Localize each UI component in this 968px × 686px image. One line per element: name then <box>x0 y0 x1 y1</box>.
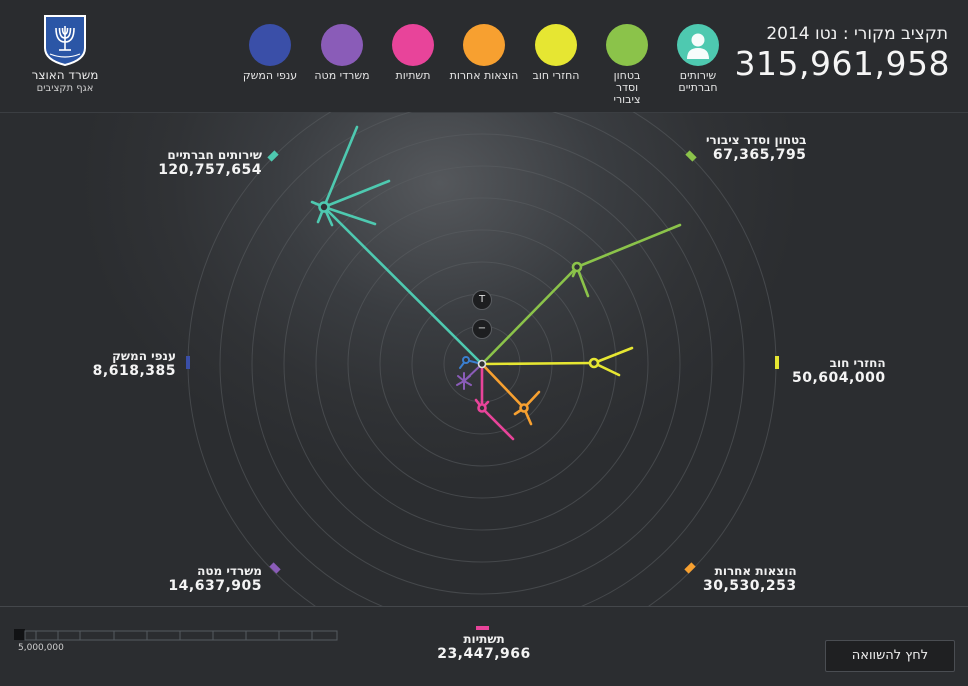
category-value: 30,530,253 <box>703 578 797 594</box>
marker-infra <box>476 626 489 630</box>
marker-debt <box>775 356 779 369</box>
category-name: החזרי חוב <box>829 356 886 370</box>
legend-label: הוצאות אחרות <box>449 69 519 82</box>
legend-item-security[interactable]: בטחון וסדר ציבורי <box>591 24 663 106</box>
branch-security <box>480 223 682 366</box>
ring <box>283 165 681 563</box>
branch-debt <box>480 346 634 377</box>
ring <box>315 197 649 531</box>
legend-dot-security <box>606 24 648 66</box>
category-value: 120,757,654 <box>158 162 262 178</box>
legend-item-other[interactable]: הוצאות אחרות <box>448 24 520 82</box>
branch-other <box>480 362 541 426</box>
legend-dot-debt <box>535 24 577 66</box>
legend-dot-other <box>463 24 505 66</box>
label-security[interactable]: בטחון וסדר ציבורי 67,365,795 <box>706 133 806 163</box>
ring <box>219 112 745 606</box>
legend-item-debt[interactable]: החזרי חוב <box>520 24 592 82</box>
budget-total: 315,961,958 <box>734 44 950 83</box>
legend-label: תשתיות <box>395 69 431 82</box>
ministry-name: משרד האוצר <box>31 68 99 82</box>
label-debt[interactable]: החזרי חוב 50,604,000 <box>792 356 886 386</box>
category-name: ענפי המשק <box>112 349 176 363</box>
legend-dot-social <box>677 24 719 66</box>
zoom-out-button[interactable]: − <box>472 319 492 339</box>
category-value: 23,447,966 <box>437 646 531 662</box>
category-name: שירותים חברתיים <box>167 148 262 162</box>
legend-item-hq[interactable]: משרדי מטה <box>306 24 378 82</box>
person-icon <box>687 33 709 59</box>
footer <box>0 606 968 686</box>
legend-item-economy[interactable]: ענפי המשק <box>234 24 306 82</box>
ministry-emblem-icon <box>44 15 86 66</box>
legend-label: החזרי חוב <box>532 69 580 82</box>
category-value: 67,365,795 <box>712 147 807 163</box>
center-node <box>477 359 487 369</box>
category-value: 50,604,000 <box>792 370 886 386</box>
label-social[interactable]: שירותים חברתיים 120,757,654 <box>158 148 262 178</box>
legend-dot-hq <box>321 24 363 66</box>
marker-economy <box>186 356 190 369</box>
legend-label: ענפי המשק <box>242 69 298 82</box>
scale-bar <box>14 629 338 641</box>
label-hq[interactable]: משרדי מטה 14,637,905 <box>168 564 262 594</box>
compare-button[interactable]: לחץ להשוואה <box>825 640 955 672</box>
legend-label: משרדי מטה <box>314 69 370 82</box>
concentric-rings <box>187 112 777 606</box>
ring <box>347 229 617 499</box>
top-view-button[interactable]: T <box>472 290 492 310</box>
category-value: 8,618,385 <box>92 363 176 379</box>
label-economy[interactable]: ענפי המשק 8,618,385 <box>93 349 176 379</box>
legend-item-social[interactable]: שירותים חברתיים <box>662 24 734 94</box>
branch-social <box>310 125 484 366</box>
ring <box>251 133 713 595</box>
visualization-stage <box>0 112 968 607</box>
legend-dot-economy <box>249 24 291 66</box>
budget-title: תקציב מקורי : נטו 2014 <box>766 24 948 44</box>
category-value: 14,637,905 <box>168 578 262 594</box>
ministry-department: אגף תקציבים <box>36 83 94 94</box>
scale-label: 5,000,000 <box>18 643 64 653</box>
category-name: משרדי מטה <box>197 564 262 578</box>
legend-label: שירותים חברתיים <box>678 69 718 94</box>
ring <box>187 112 777 606</box>
label-other[interactable]: הוצאות אחרות 30,530,253 <box>703 564 797 594</box>
branch-infra <box>474 362 515 441</box>
category-name: בטחון וסדר ציבורי <box>706 133 807 147</box>
legend-label: בטחון וסדר ציבורי <box>613 69 641 106</box>
category-name: הוצאות אחרות <box>714 564 797 578</box>
category-name: תשתיות <box>463 632 505 646</box>
label-infra[interactable]: תשתיות 23,447,966 <box>434 632 534 662</box>
legend-dot-infra <box>392 24 434 66</box>
legend-item-infra[interactable]: תשתיות <box>377 24 449 82</box>
